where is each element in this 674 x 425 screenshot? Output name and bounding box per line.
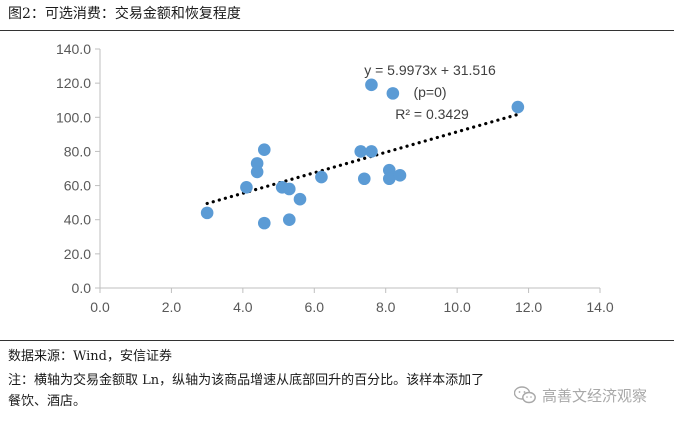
y-tick-label: 20.0 [64, 246, 91, 262]
data-point [382, 172, 396, 186]
data-point [282, 213, 296, 227]
p-value-label: (p=0) [413, 84, 446, 100]
equation-label: y = 5.9973x + 31.516 [364, 62, 496, 78]
x-tick-label: 12.0 [515, 299, 542, 315]
data-source: 数据来源：Wind，安信证券 [8, 349, 172, 364]
y-tick-label: 80.0 [64, 143, 91, 159]
x-tick-label: 6.0 [305, 299, 325, 315]
watermark: 高善文经济观察 [514, 383, 647, 407]
data-points [200, 78, 525, 230]
data-point [386, 87, 400, 100]
y-axis: 0.0 20.0 40.0 60.0 80.0 100.0 120.0 140.0 [56, 41, 101, 296]
y-tick-label: 40.0 [64, 212, 91, 228]
r-squared-label: R² = 0.3429 [395, 106, 469, 122]
scatter-chart: 0.0 20.0 40.0 60.0 80.0 100.0 120.0 140.0 0.0 2.… [56, 41, 614, 315]
data-point [293, 192, 307, 206]
trendline-path [205, 112, 520, 206]
x-tick-label: 14.0 [586, 299, 613, 315]
data-point [365, 145, 378, 158]
bottom-rule [0, 340, 674, 341]
y-tick-label: 0.0 [72, 280, 92, 296]
y-tick-label: 100.0 [56, 109, 91, 125]
data-point [511, 100, 525, 114]
x-tick-label: 4.0 [233, 299, 253, 315]
footnote-line-2: 餐饮、酒店。 [8, 394, 87, 409]
data-point [315, 170, 328, 184]
x-axis: 0.0 2.0 4.0 6.0 8.0 10.0 12.0 14.0 [90, 287, 614, 315]
regression-annotations: y = 5.9973x + 31.516 (p=0) R² = 0.3429 [364, 62, 496, 122]
data-point [257, 143, 271, 157]
data-point [257, 216, 271, 230]
data-point [357, 172, 371, 186]
data-point [354, 145, 368, 158]
top-rule [0, 30, 674, 31]
x-tick-label: 10.0 [444, 299, 471, 315]
data-point [240, 180, 253, 194]
data-point [282, 182, 296, 196]
figure-title: 图2：可选消费：交易金额和恢复程度 [8, 6, 241, 22]
data-point [393, 169, 407, 182]
x-tick-label: 0.0 [90, 299, 110, 315]
data-point [250, 165, 264, 179]
y-tick-label: 140.0 [56, 41, 91, 57]
footnote-line-1: 注：横轴为交易金额取 Ln，纵轴为该商品增速从底部回升的百分比。该样本添加了 [8, 373, 485, 388]
footnote: 注：横轴为交易金额取 Ln，纵轴为该商品增速从底部回升的百分比。该样本添加了 餐… [8, 370, 484, 412]
x-tick-label: 8.0 [376, 299, 396, 315]
trendline [205, 112, 520, 206]
y-tick-label: 120.0 [56, 75, 91, 91]
x-tick-label: 2.0 [162, 299, 182, 315]
wechat-icon [514, 386, 536, 404]
watermark-text: 高善文经济观察 [542, 386, 648, 405]
data-point [200, 206, 214, 220]
y-tick-label: 60.0 [64, 178, 91, 194]
data-point [365, 78, 378, 92]
